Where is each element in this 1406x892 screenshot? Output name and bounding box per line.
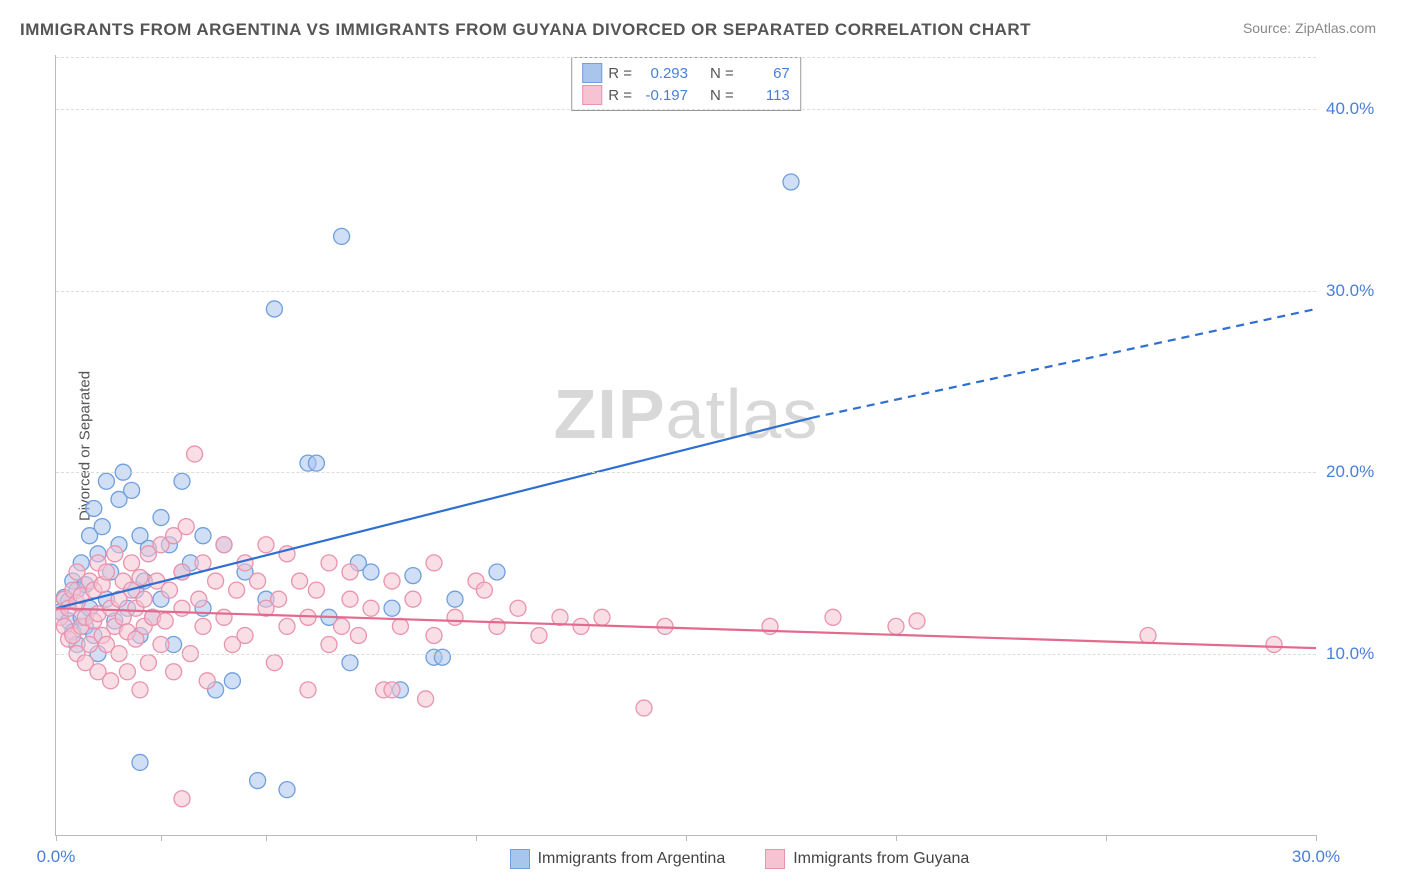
gridline-h (56, 291, 1316, 292)
gridline-h (56, 654, 1316, 655)
x-tick-mark (1316, 835, 1317, 841)
n-value-argentina: 67 (740, 65, 790, 82)
plot-area: ZIPatlas R = 0.293 N = 67 R = -0.197 N =… (55, 55, 1316, 836)
x-tick-mark (1106, 835, 1107, 841)
legend-item-argentina: Immigrants from Argentina (510, 849, 726, 869)
y-tick-label: 10.0% (1326, 644, 1396, 664)
x-tick-mark (686, 835, 687, 841)
x-tick-mark (56, 835, 57, 841)
swatch-guyana-icon (765, 849, 785, 869)
x-tick-mark (896, 835, 897, 841)
x-tick-mark (476, 835, 477, 841)
swatch-argentina (582, 63, 602, 83)
x-tick-label: 0.0% (37, 847, 76, 867)
chart-title: IMMIGRANTS FROM ARGENTINA VS IMMIGRANTS … (20, 20, 1031, 40)
gridline-h (56, 109, 1316, 110)
swatch-guyana (582, 85, 602, 105)
scatter-svg (56, 55, 1316, 835)
gridline-h (56, 57, 1316, 58)
legend-item-guyana: Immigrants from Guyana (765, 849, 969, 869)
x-tick-mark (266, 835, 267, 841)
r-value-argentina: 0.293 (638, 65, 688, 82)
n-value-guyana: 113 (740, 87, 790, 104)
stats-row-guyana: R = -0.197 N = 113 (582, 84, 790, 106)
stats-row-argentina: R = 0.293 N = 67 (582, 62, 790, 84)
series-legend: Immigrants from Argentina Immigrants fro… (510, 849, 970, 869)
swatch-argentina-icon (510, 849, 530, 869)
stats-legend: R = 0.293 N = 67 R = -0.197 N = 113 (571, 57, 801, 111)
y-tick-label: 20.0% (1326, 462, 1396, 482)
y-tick-label: 30.0% (1326, 281, 1396, 301)
y-tick-label: 40.0% (1326, 99, 1396, 119)
gridline-h (56, 472, 1316, 473)
source-attribution: Source: ZipAtlas.com (1243, 20, 1376, 36)
x-tick-mark (161, 835, 162, 841)
r-value-guyana: -0.197 (638, 87, 688, 104)
x-tick-label: 30.0% (1292, 847, 1340, 867)
